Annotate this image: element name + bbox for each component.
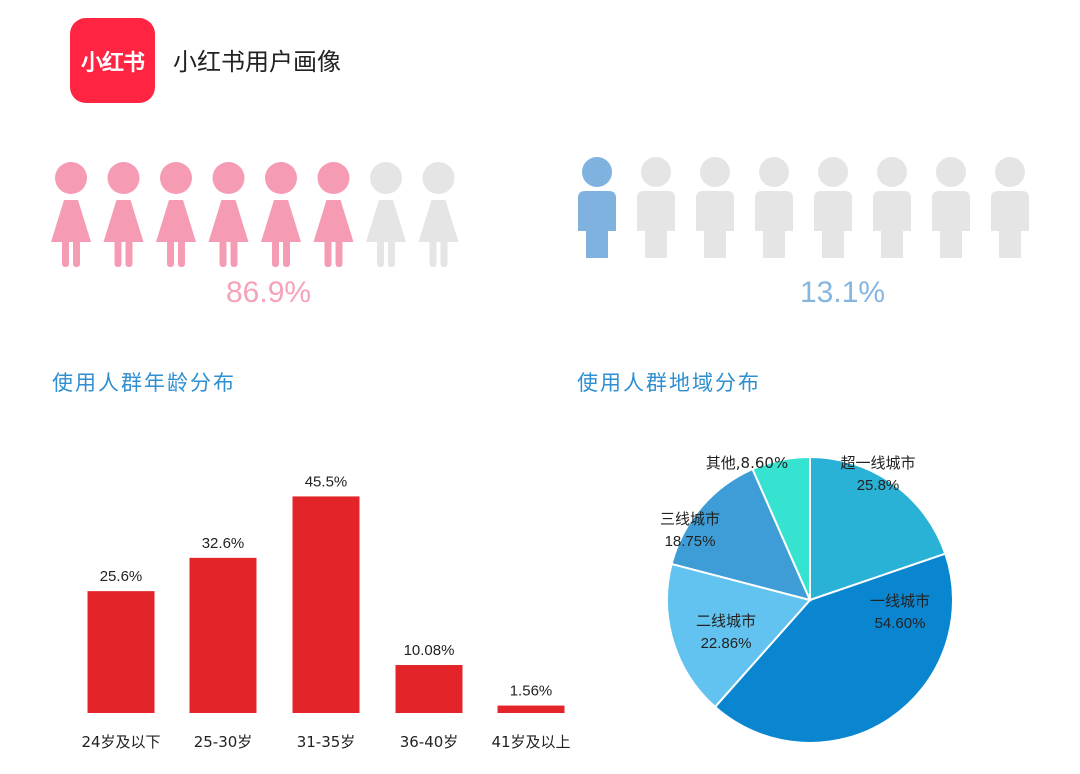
male-person-icon — [814, 157, 852, 258]
male-person-icon — [991, 157, 1029, 258]
female-person-icon — [156, 162, 196, 267]
female-percent: 86.9% — [226, 276, 312, 309]
region-pie-chart: 超一线城市 25.8% 一线城市 54.60% 二线城市 22.86% 三线城市 18.75%… — [660, 454, 954, 744]
male-figures — [572, 155, 1037, 270]
page-title: 小红书用户画像 — [173, 48, 341, 76]
pie-slice — [666, 562, 812, 709]
female-person-icon — [418, 162, 459, 267]
bar-category-label: 25-30岁 — [194, 733, 253, 751]
bar-value-label: 32.6% — [202, 535, 245, 552]
logo-text: 小红书 — [80, 50, 145, 76]
male-person-icon — [637, 157, 675, 258]
pie-slice — [751, 455, 811, 601]
bar-value-label: 25.6% — [100, 568, 143, 585]
pie-slice-value: 18.75% — [665, 533, 716, 550]
bar-category-label: 36-40岁 — [400, 733, 459, 751]
age-bar — [292, 496, 360, 713]
pie-slice-name: 超一线城市 — [840, 454, 915, 472]
age-bar — [189, 557, 257, 713]
pie-slice-name: 三线城市 — [660, 510, 720, 528]
pie-slice-name: 一线城市 — [870, 592, 930, 610]
male-person-icon — [873, 157, 911, 258]
age-section-title: 使用人群年龄分布 — [52, 371, 236, 395]
region-section-title: 使用人群地域分布 — [577, 371, 761, 395]
age-bar — [497, 705, 565, 713]
female-person-icon — [366, 162, 406, 267]
bar-value-label: 10.08% — [404, 642, 455, 659]
age-bar — [395, 665, 463, 713]
female-figures — [50, 155, 460, 270]
pie-slice — [670, 467, 812, 602]
bar-value-label: 1.56% — [510, 683, 553, 700]
female-person-icon — [313, 162, 354, 267]
bar-category-label: 41岁及以上 — [491, 733, 570, 751]
pie-slice-value: 22.86% — [701, 635, 752, 652]
pie-slice-value: 54.60% — [875, 615, 926, 632]
male-person-icon — [755, 157, 793, 258]
bar-value-label: 45.5% — [305, 473, 348, 490]
male-person-icon — [578, 157, 616, 258]
female-person-icon — [208, 162, 249, 267]
female-person-icon — [103, 162, 144, 267]
female-person-icon — [261, 162, 301, 267]
bar-category-label: 24岁及以下 — [81, 733, 160, 751]
age-bar-chart: 25.6% 24岁及以下 32.6% 25-30岁 45.5% 31-35岁 10.08% 3… — [81, 473, 570, 751]
male-percent: 13.1% — [800, 276, 886, 309]
app-logo: 小红书 — [70, 18, 155, 103]
female-person-icon — [51, 162, 91, 267]
male-person-icon — [696, 157, 734, 258]
age-bar — [87, 591, 155, 713]
male-person-icon — [932, 157, 970, 258]
pie-slice-value: 25.8% — [857, 477, 900, 494]
pie-slice — [713, 552, 954, 744]
pie-slice-label: 其他,8.60% — [706, 454, 788, 472]
pie-slice-name: 二线城市 — [696, 612, 756, 630]
bar-category-label: 31-35岁 — [297, 733, 356, 751]
